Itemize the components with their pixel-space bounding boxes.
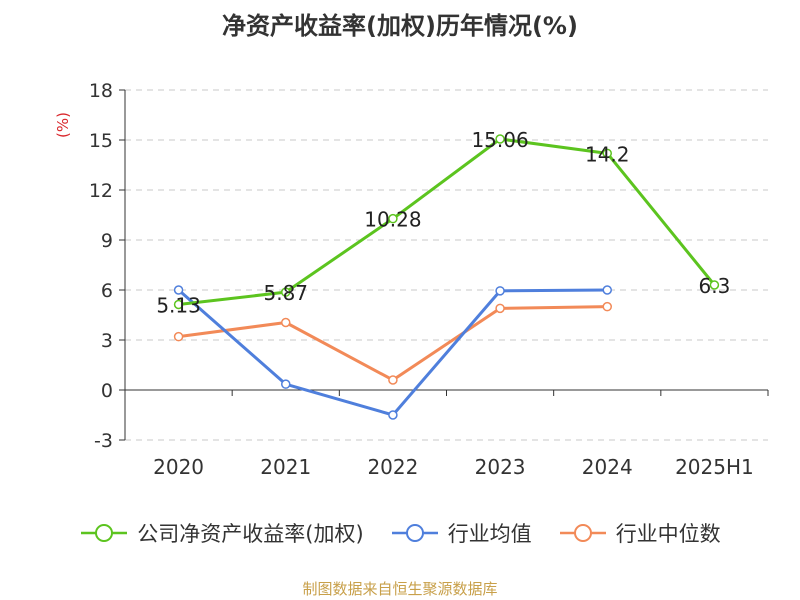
y-tick-label: 15 <box>89 130 113 152</box>
legend-label: 公司净资产收益率(加权) <box>137 522 364 546</box>
legend: 公司净资产收益率(加权) 行业均值 行业中位数 <box>0 518 800 548</box>
data-point <box>388 410 398 420</box>
source-note: 制图数据来自恒生聚源数据库 <box>302 580 498 598</box>
y-tick-label: 9 <box>101 230 113 252</box>
y-tick-label: 0 <box>101 380 113 402</box>
y-tick-label: 12 <box>89 180 113 202</box>
legend-label: 行业均值 <box>447 522 532 546</box>
y-tick-label: 3 <box>101 330 113 352</box>
x-tick-label: 2025H1 <box>675 455 754 479</box>
series-line <box>178 305 608 382</box>
legend-label: 行业中位数 <box>615 522 721 546</box>
data-label: 5.87 <box>263 281 308 305</box>
x-tick-label: 2020 <box>153 455 204 479</box>
series-line <box>178 137 716 306</box>
gridlines <box>125 89 768 441</box>
data-point <box>173 331 184 342</box>
data-point <box>602 148 612 159</box>
data-point <box>281 287 291 297</box>
axes: -3 0 3 6 9 12 15 18 2020 2021 2022 2023 2024 2025H1 <box>89 80 769 479</box>
data-point <box>495 303 505 314</box>
legend-marker <box>559 524 606 542</box>
data-point <box>495 286 505 296</box>
y-tick-label: 18 <box>89 80 113 102</box>
x-tick-label: 2023 <box>475 455 526 479</box>
data-label: 6.3 <box>699 274 731 298</box>
data-label: 5.13 <box>156 294 201 318</box>
data-point <box>281 379 291 389</box>
data-point <box>602 301 612 312</box>
y-tick-label: -3 <box>94 430 113 452</box>
legend-item: 公司净资产收益率(加权) <box>79 518 364 548</box>
x-tick-label: 2021 <box>260 455 311 479</box>
data-point <box>281 317 291 328</box>
data-point <box>173 299 184 310</box>
data-labels: 5.13 5.87 10.28 15.06 14.2 6.3 <box>156 128 730 318</box>
data-point <box>602 285 612 295</box>
chart-title: 净资产收益率(加权)历年情况(%) <box>222 12 578 40</box>
legend-marker <box>391 524 438 542</box>
data-point <box>709 280 720 290</box>
data-point <box>388 375 398 385</box>
y-tick-label: 6 <box>101 280 113 302</box>
y-axis-label: (%) <box>54 112 72 138</box>
data-point <box>495 134 505 144</box>
data-label: 14.2 <box>585 142 630 166</box>
x-tick-label: 2022 <box>367 455 418 479</box>
legend-item: 行业中位数 <box>558 518 721 548</box>
data-label: 15.06 <box>471 128 528 152</box>
legend-item: 行业均值 <box>390 518 532 548</box>
x-tick-label: 2024 <box>582 455 633 479</box>
data-point <box>388 213 398 224</box>
series <box>173 134 720 420</box>
data-label: 10.28 <box>364 208 421 232</box>
data-point <box>173 285 184 295</box>
legend-marker <box>81 524 128 542</box>
